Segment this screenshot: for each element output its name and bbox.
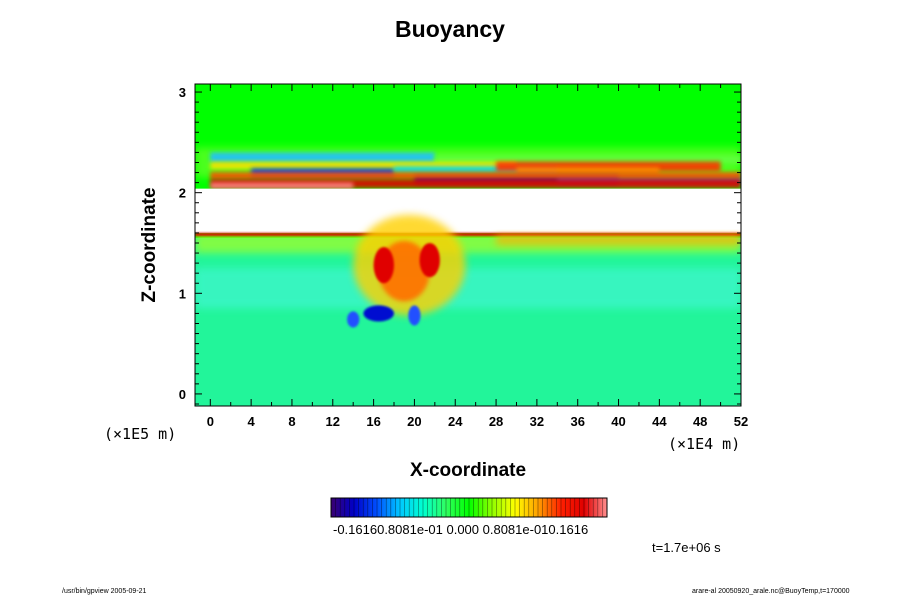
upper-streak — [210, 179, 741, 189]
buoyancy-field — [195, 84, 741, 406]
x-tick-label: 4 — [248, 414, 256, 429]
upper-streak — [210, 172, 741, 180]
upper-streak — [210, 152, 435, 163]
cold-blob — [347, 311, 360, 328]
upper-streak — [394, 166, 558, 173]
y-tick-label: 3 — [179, 85, 186, 100]
lower-layer — [195, 237, 741, 406]
x-tick-label: 40 — [611, 414, 625, 429]
footer-command: /usr/bin/gpview 2005-09-21 — [62, 588, 147, 595]
upper-streak — [210, 161, 517, 170]
y-axis-unit: (×1E5 m) — [104, 425, 177, 443]
y-tick-label: 2 — [179, 186, 186, 201]
x-tick-label: 52 — [734, 414, 748, 429]
x-tick-label: 48 — [693, 414, 707, 429]
x-tick-label: 20 — [407, 414, 421, 429]
cold-blob — [363, 305, 395, 322]
upper-streak — [496, 161, 721, 172]
time-label: t=1.7e+06 s — [652, 540, 721, 555]
y-tick-label: 1 — [179, 286, 186, 301]
lower-cool-band — [195, 268, 741, 309]
red-boundary-line — [195, 232, 741, 236]
footer-source: arare-al 20050920_arale.nc@BuoyTemp,t=17… — [692, 588, 850, 595]
plume-red — [373, 247, 395, 284]
x-tick-label: 36 — [570, 414, 584, 429]
x-tick-label: 8 — [288, 414, 295, 429]
x-tick-label: 44 — [652, 414, 667, 429]
x-tick-label: 12 — [326, 414, 340, 429]
x-axis-unit: (×1E4 m) — [668, 435, 741, 453]
upper-streak — [210, 182, 354, 189]
orange-boundary-band — [496, 234, 741, 245]
x-tick-label: 0 — [207, 414, 214, 429]
y-tick-label: 0 — [179, 387, 186, 402]
upper-streak — [516, 167, 660, 174]
x-tick-label: 28 — [489, 414, 503, 429]
x-tick-label: 16 — [366, 414, 380, 429]
x-tick-label: 24 — [448, 414, 463, 429]
x-tick-label: 32 — [530, 414, 544, 429]
colorbar-ticks — [335, 498, 603, 517]
colorbar-tick-labels: -0.16160.8081e-01 0.000 0.8081e-010.1616 — [333, 522, 589, 537]
blank-band — [195, 188, 741, 233]
plume-red — [419, 242, 440, 278]
plot-frame — [194, 83, 742, 407]
chart-title: Buoyancy — [395, 16, 505, 42]
upper-streak — [434, 155, 741, 164]
cold-blob — [408, 305, 421, 326]
x-axis-label: X-coordinate — [409, 460, 527, 481]
